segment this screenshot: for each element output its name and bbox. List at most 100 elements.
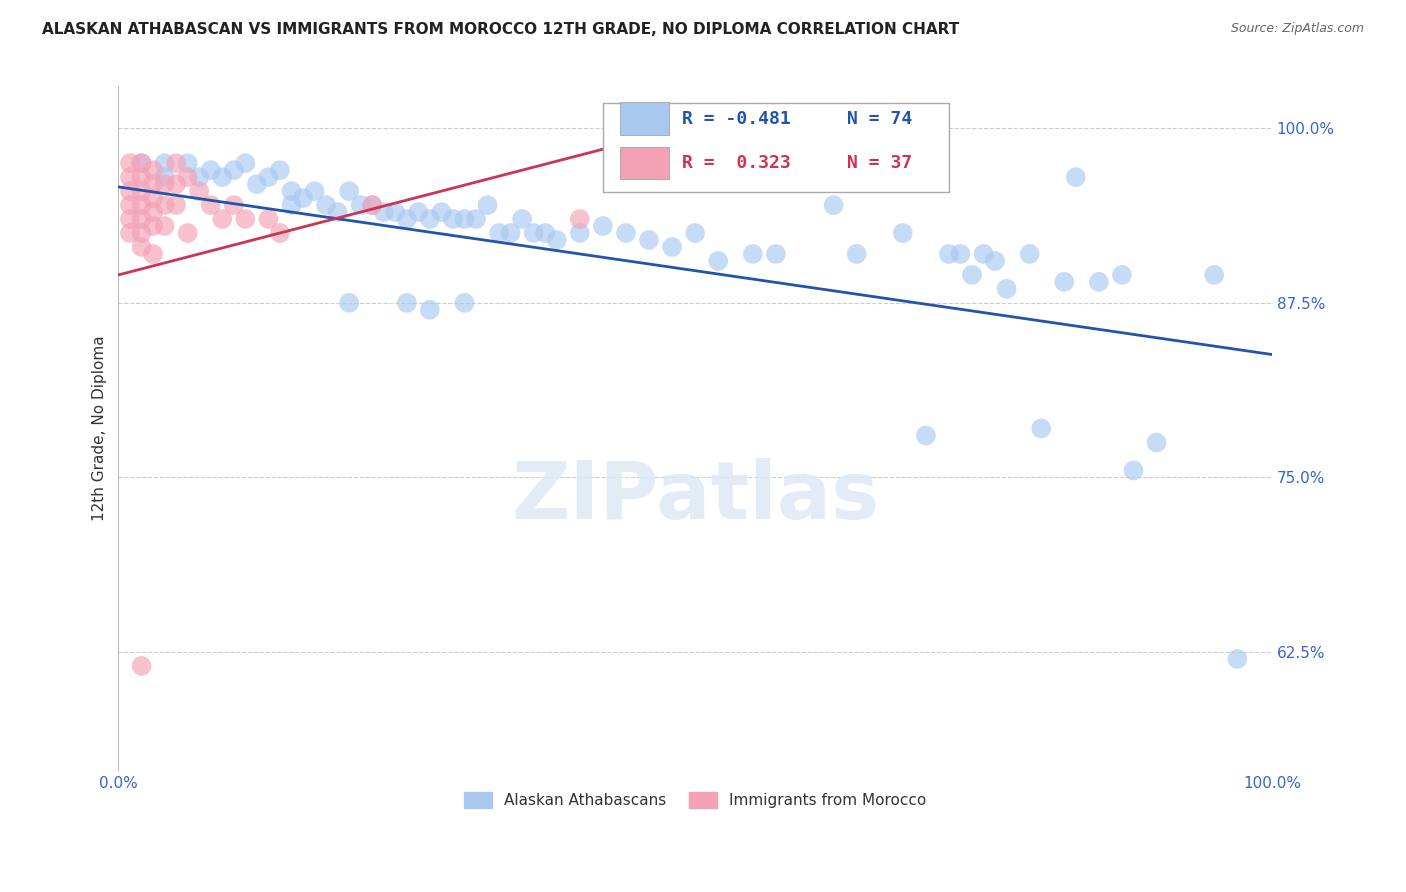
- Point: [269, 163, 291, 178]
- Point: [131, 156, 153, 170]
- Point: [292, 191, 315, 205]
- Point: [142, 219, 165, 233]
- Point: [1146, 435, 1168, 450]
- Point: [1111, 268, 1133, 282]
- Point: [683, 226, 706, 240]
- Point: [395, 295, 418, 310]
- Point: [1031, 421, 1053, 435]
- Point: [131, 184, 153, 198]
- Point: [233, 212, 256, 227]
- Text: Source: ZipAtlas.com: Source: ZipAtlas.com: [1230, 22, 1364, 36]
- Point: [1018, 247, 1040, 261]
- Point: [142, 191, 165, 205]
- Point: [200, 198, 222, 212]
- Point: [131, 226, 153, 240]
- Point: [315, 198, 337, 212]
- Point: [938, 247, 960, 261]
- Point: [222, 198, 245, 212]
- Point: [165, 198, 187, 212]
- Text: N = 37: N = 37: [848, 154, 912, 172]
- Point: [523, 226, 546, 240]
- Point: [222, 163, 245, 178]
- Point: [188, 184, 211, 198]
- Point: [131, 170, 153, 185]
- Point: [165, 156, 187, 170]
- Point: [765, 247, 787, 261]
- Point: [856, 156, 879, 170]
- Y-axis label: 12th Grade, No Diploma: 12th Grade, No Diploma: [93, 335, 107, 521]
- Point: [395, 212, 418, 227]
- Point: [165, 177, 187, 191]
- Point: [1053, 275, 1076, 289]
- Point: [350, 198, 373, 212]
- Point: [118, 156, 141, 170]
- Text: ALASKAN ATHABASCAN VS IMMIGRANTS FROM MOROCCO 12TH GRADE, NO DIPLOMA CORRELATION: ALASKAN ATHABASCAN VS IMMIGRANTS FROM MO…: [42, 22, 959, 37]
- Point: [131, 212, 153, 227]
- Point: [960, 268, 983, 282]
- Point: [200, 163, 222, 178]
- Point: [730, 163, 752, 178]
- Point: [337, 184, 360, 198]
- Point: [534, 226, 557, 240]
- Point: [1088, 275, 1111, 289]
- Point: [568, 212, 591, 227]
- Point: [176, 156, 198, 170]
- Point: [118, 226, 141, 240]
- Text: R =  0.323: R = 0.323: [682, 154, 792, 172]
- Point: [891, 226, 914, 240]
- Point: [430, 205, 453, 219]
- Point: [707, 254, 730, 268]
- Point: [823, 198, 845, 212]
- Point: [118, 198, 141, 212]
- Point: [592, 219, 614, 233]
- Point: [384, 205, 406, 219]
- Point: [118, 170, 141, 185]
- Point: [488, 226, 510, 240]
- Point: [211, 170, 233, 185]
- Point: [799, 170, 821, 185]
- Point: [499, 226, 522, 240]
- Legend: Alaskan Athabascans, Immigrants from Morocco: Alaskan Athabascans, Immigrants from Mor…: [458, 786, 932, 814]
- Point: [361, 198, 384, 212]
- Point: [153, 177, 176, 191]
- Point: [153, 156, 176, 170]
- Point: [131, 240, 153, 254]
- Point: [638, 233, 661, 247]
- Point: [546, 233, 568, 247]
- Point: [153, 219, 176, 233]
- Point: [661, 240, 683, 254]
- Point: [246, 177, 269, 191]
- Point: [419, 212, 441, 227]
- Point: [257, 170, 280, 185]
- Point: [465, 212, 488, 227]
- Point: [280, 198, 302, 212]
- Point: [408, 205, 430, 219]
- Point: [280, 184, 302, 198]
- Point: [915, 428, 938, 442]
- Point: [304, 184, 326, 198]
- Point: [373, 205, 395, 219]
- Point: [142, 247, 165, 261]
- FancyBboxPatch shape: [603, 103, 949, 193]
- Point: [453, 212, 475, 227]
- Point: [995, 282, 1018, 296]
- Point: [510, 212, 533, 227]
- Point: [153, 170, 176, 185]
- Point: [453, 295, 475, 310]
- Point: [131, 156, 153, 170]
- Point: [233, 156, 256, 170]
- Point: [361, 198, 384, 212]
- Point: [257, 212, 280, 227]
- Point: [131, 659, 153, 673]
- Point: [984, 254, 1007, 268]
- Point: [568, 226, 591, 240]
- Point: [176, 226, 198, 240]
- Point: [188, 170, 211, 185]
- Point: [1204, 268, 1226, 282]
- Point: [142, 163, 165, 178]
- Point: [614, 226, 637, 240]
- Point: [1122, 463, 1144, 477]
- Text: N = 74: N = 74: [848, 110, 912, 128]
- Point: [419, 302, 441, 317]
- Point: [973, 247, 995, 261]
